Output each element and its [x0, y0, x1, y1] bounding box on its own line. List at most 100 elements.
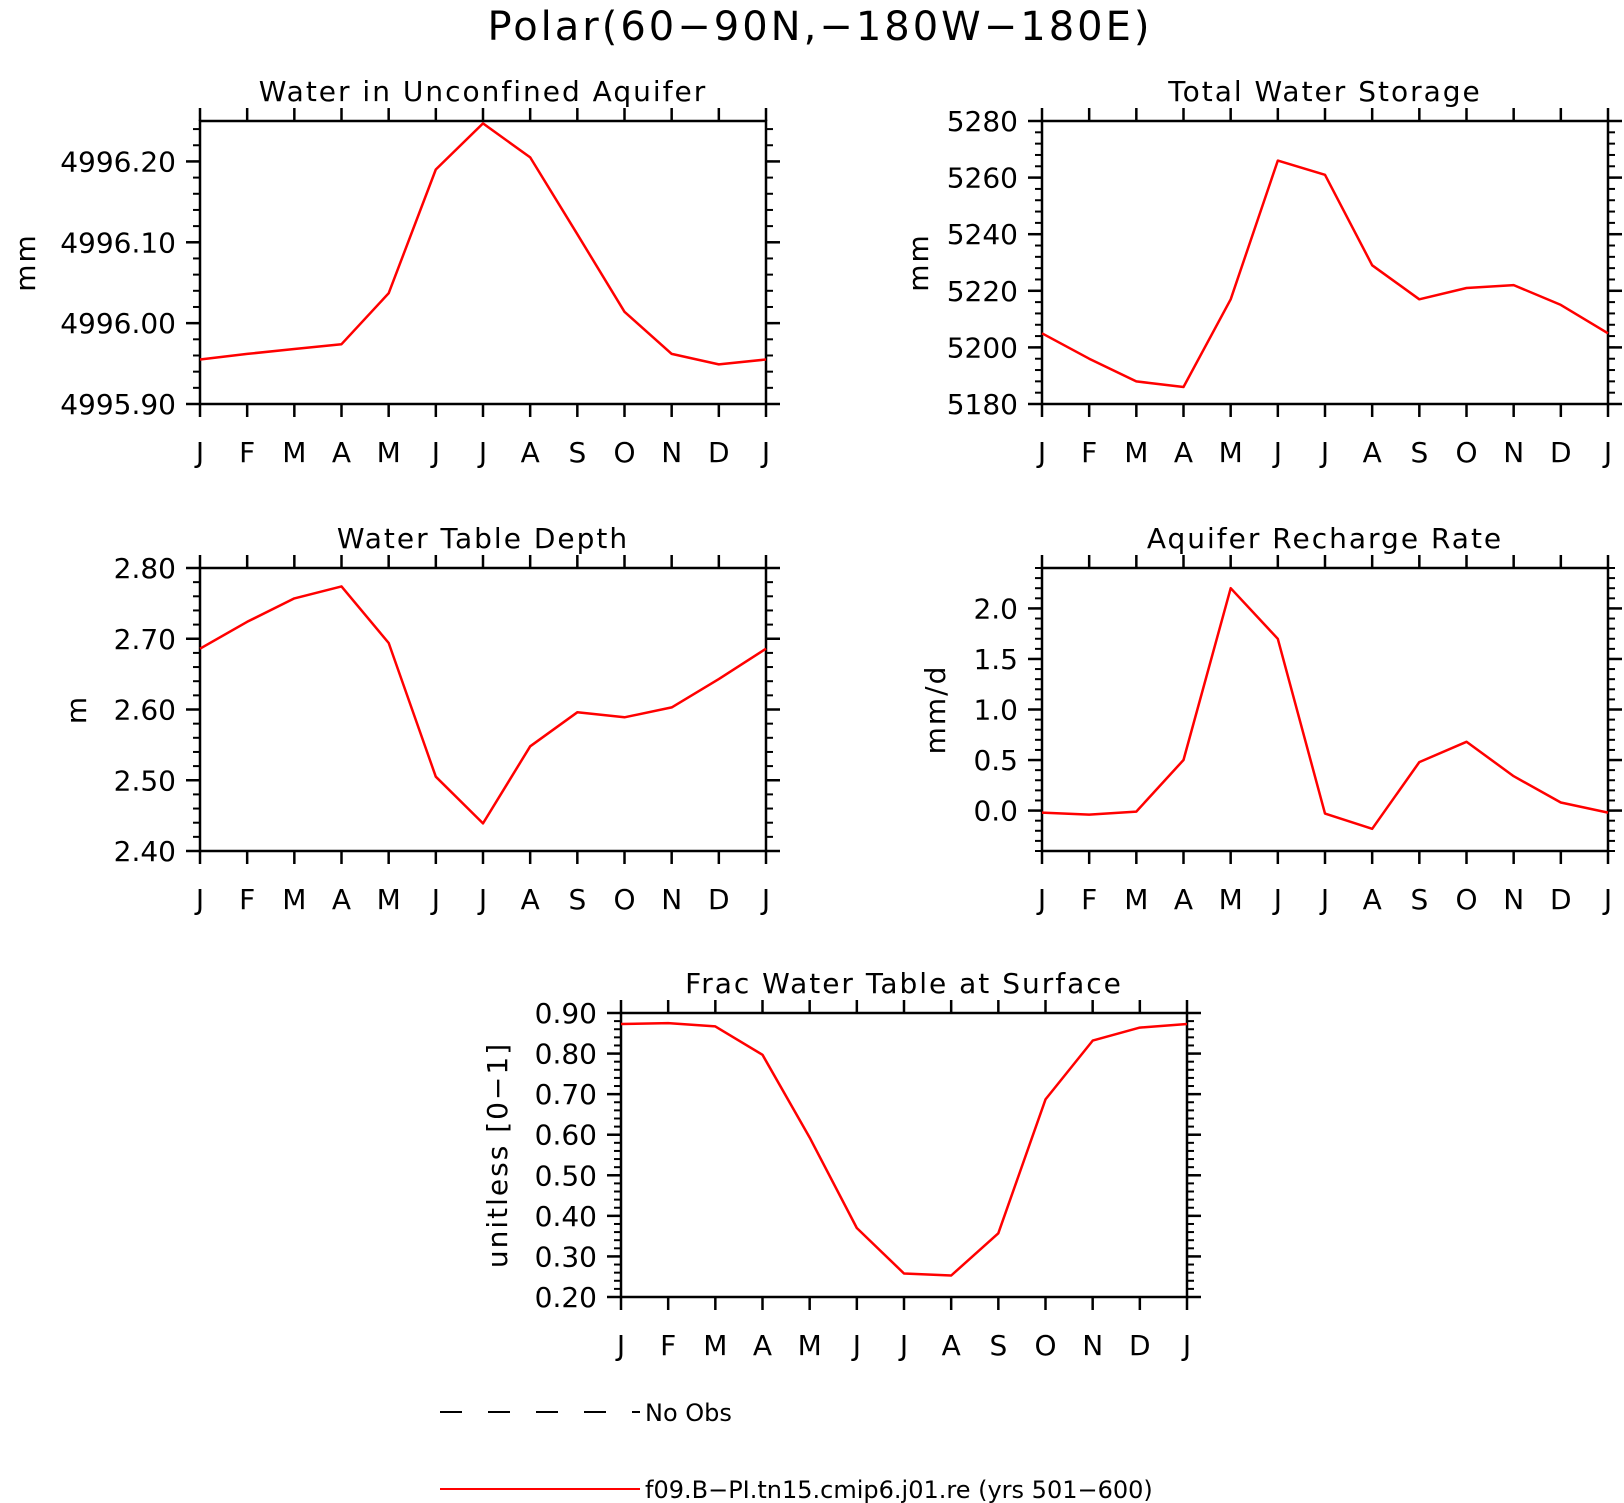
- chart-4-ylabel: mm/d: [919, 665, 952, 755]
- chart-3-xtick-label: M: [282, 883, 306, 916]
- chart-3-xtick-label: F: [239, 883, 255, 916]
- chart-5-ytick-label: 0.40: [535, 1200, 597, 1233]
- chart-3-ytick-label: 2.50: [114, 764, 176, 797]
- chart-3-xtick-label: J: [194, 883, 204, 916]
- chart-2-xtick-label: A: [1363, 436, 1382, 469]
- chart-3-ylabel: m: [60, 695, 93, 724]
- chart-4-xtick-label: J: [1319, 883, 1329, 916]
- chart-5-xtick-label: M: [703, 1329, 727, 1362]
- chart-3-xtick-label: O: [613, 883, 635, 916]
- chart-3-xtick-label: D: [708, 883, 730, 916]
- chart-3-xtick-label: A: [332, 883, 351, 916]
- chart-4-xtick-label: A: [1174, 883, 1193, 916]
- chart-1-xtick-label: M: [377, 436, 401, 469]
- chart-3-ytick-label: 2.70: [114, 623, 176, 656]
- chart-4-xtick-label: J: [1036, 883, 1046, 916]
- chart-3-xtick-label: M: [377, 883, 401, 916]
- chart-4-title: Aquifer Recharge Rate: [1147, 522, 1503, 555]
- chart-3-xtick-label: N: [661, 883, 682, 916]
- chart-5-xtick-label: N: [1082, 1329, 1103, 1362]
- chart-2-xtick-label: J: [1602, 436, 1612, 469]
- chart-2-xtick-label: A: [1174, 436, 1193, 469]
- chart-2-ylabel: mm: [902, 233, 935, 292]
- chart-1-xtick-label: N: [661, 436, 682, 469]
- chart-5-series-line: [620, 1021, 1188, 1277]
- chart-1-ylabel: mm: [9, 233, 42, 292]
- chart-1-xtick-label: S: [568, 436, 586, 469]
- chart-4-xtick-label: D: [1550, 883, 1572, 916]
- chart-5-xtick-label: A: [942, 1329, 961, 1362]
- chart-3-frame: [198, 566, 768, 853]
- chart-4-ytick-label: 1.0: [973, 694, 1018, 727]
- chart-3-xtick-label: J: [477, 883, 487, 916]
- chart-2-xtick-label: N: [1503, 436, 1524, 469]
- chart-3-xtick-label: J: [430, 883, 440, 916]
- chart-4-xtick-label: F: [1081, 883, 1097, 916]
- chart-2-ytick-label: 5200: [947, 331, 1018, 364]
- legend-label-no-obs: No Obs: [645, 1399, 732, 1427]
- chart-1-xtick-label: J: [194, 436, 204, 469]
- chart-3-xtick-label: J: [760, 883, 770, 916]
- chart-5-ytick-label: 0.50: [535, 1159, 597, 1192]
- chart-5-xtick-label: J: [1181, 1329, 1191, 1362]
- chart-3-series-line: [199, 585, 767, 825]
- chart-2-ytick-label: 5260: [947, 162, 1018, 195]
- page-title: Polar(60−90N,−180W−180E): [488, 4, 1153, 50]
- chart-4-series-line: [1041, 586, 1609, 831]
- chart-4-xtick-label: M: [1124, 883, 1148, 916]
- chart-4-xtick-label: O: [1455, 883, 1477, 916]
- chart-2-series-line: [1041, 159, 1609, 389]
- chart-4-xtick-label: N: [1503, 883, 1524, 916]
- chart-5-frame: [619, 1011, 1189, 1299]
- chart-2-xtick-label: J: [1272, 436, 1282, 469]
- chart-4-frame: [1040, 566, 1610, 853]
- chart-4-xtick-label: M: [1219, 883, 1243, 916]
- legend: No Obs f09.B−PI.tn15.cmip6.j01.re (yrs 5…: [440, 1399, 1153, 1503]
- chart-3-xtick-label: A: [521, 883, 540, 916]
- chart-2-xtick-label: F: [1081, 436, 1097, 469]
- chart-2-ytick-label: 5280: [947, 105, 1018, 138]
- chart-1-xtick-label: A: [332, 436, 351, 469]
- chart-3-xtick-label: S: [568, 883, 586, 916]
- chart-5-ytick-label: 0.30: [535, 1240, 597, 1273]
- chart-1-xtick-label: J: [760, 436, 770, 469]
- chart-3-ytick-label: 2.40: [114, 835, 176, 868]
- chart-3-title: Water Table Depth: [337, 522, 629, 555]
- chart-1-frame: [198, 119, 768, 406]
- chart-2-xtick-label: D: [1550, 436, 1572, 469]
- chart-1-ytick-label: 4996.00: [60, 307, 176, 340]
- chart-1-ytick-label: 4996.20: [60, 145, 176, 178]
- chart-2-ytick-label: 5220: [947, 275, 1018, 308]
- chart-5-ytick-label: 0.70: [535, 1078, 597, 1111]
- chart-5-xtick-label: J: [898, 1329, 908, 1362]
- chart-5-ylabel: unitless [0−1]: [481, 1042, 514, 1268]
- chart-5-xtick-label: J: [615, 1329, 625, 1362]
- chart-5-ytick-label: 0.60: [535, 1119, 597, 1152]
- chart-5-xtick-label: A: [753, 1329, 772, 1362]
- chart-2-xtick-label: M: [1219, 436, 1243, 469]
- chart-2-xtick-label: J: [1319, 436, 1329, 469]
- chart-1-series-line: [199, 122, 767, 366]
- chart-4-ytick-label: 1.5: [973, 643, 1018, 676]
- chart-5-title: Frac Water Table at Surface: [685, 967, 1123, 1000]
- chart-2-xtick-label: M: [1124, 436, 1148, 469]
- chart-1-xtick-label: J: [477, 436, 487, 469]
- chart-5-ytick-label: 0.20: [535, 1281, 597, 1314]
- chart-1-ytick-label: 4995.90: [60, 388, 176, 421]
- chart-2-ytick-label: 5240: [947, 218, 1018, 251]
- chart-1-title: Water in Unconfined Aquifer: [259, 75, 707, 108]
- chart-4-xtick-label: S: [1410, 883, 1428, 916]
- chart-5-xtick-label: D: [1129, 1329, 1151, 1362]
- chart-5-ytick-label: 0.80: [535, 1038, 597, 1071]
- chart-4-ytick-label: 2.0: [973, 592, 1018, 625]
- chart-4-xtick-label: J: [1272, 883, 1282, 916]
- chart-5-xtick-label: F: [660, 1329, 676, 1362]
- chart-5-ytick-label: 0.90: [535, 997, 597, 1030]
- chart-5-xtick-label: M: [798, 1329, 822, 1362]
- chart-1-xtick-label: M: [282, 436, 306, 469]
